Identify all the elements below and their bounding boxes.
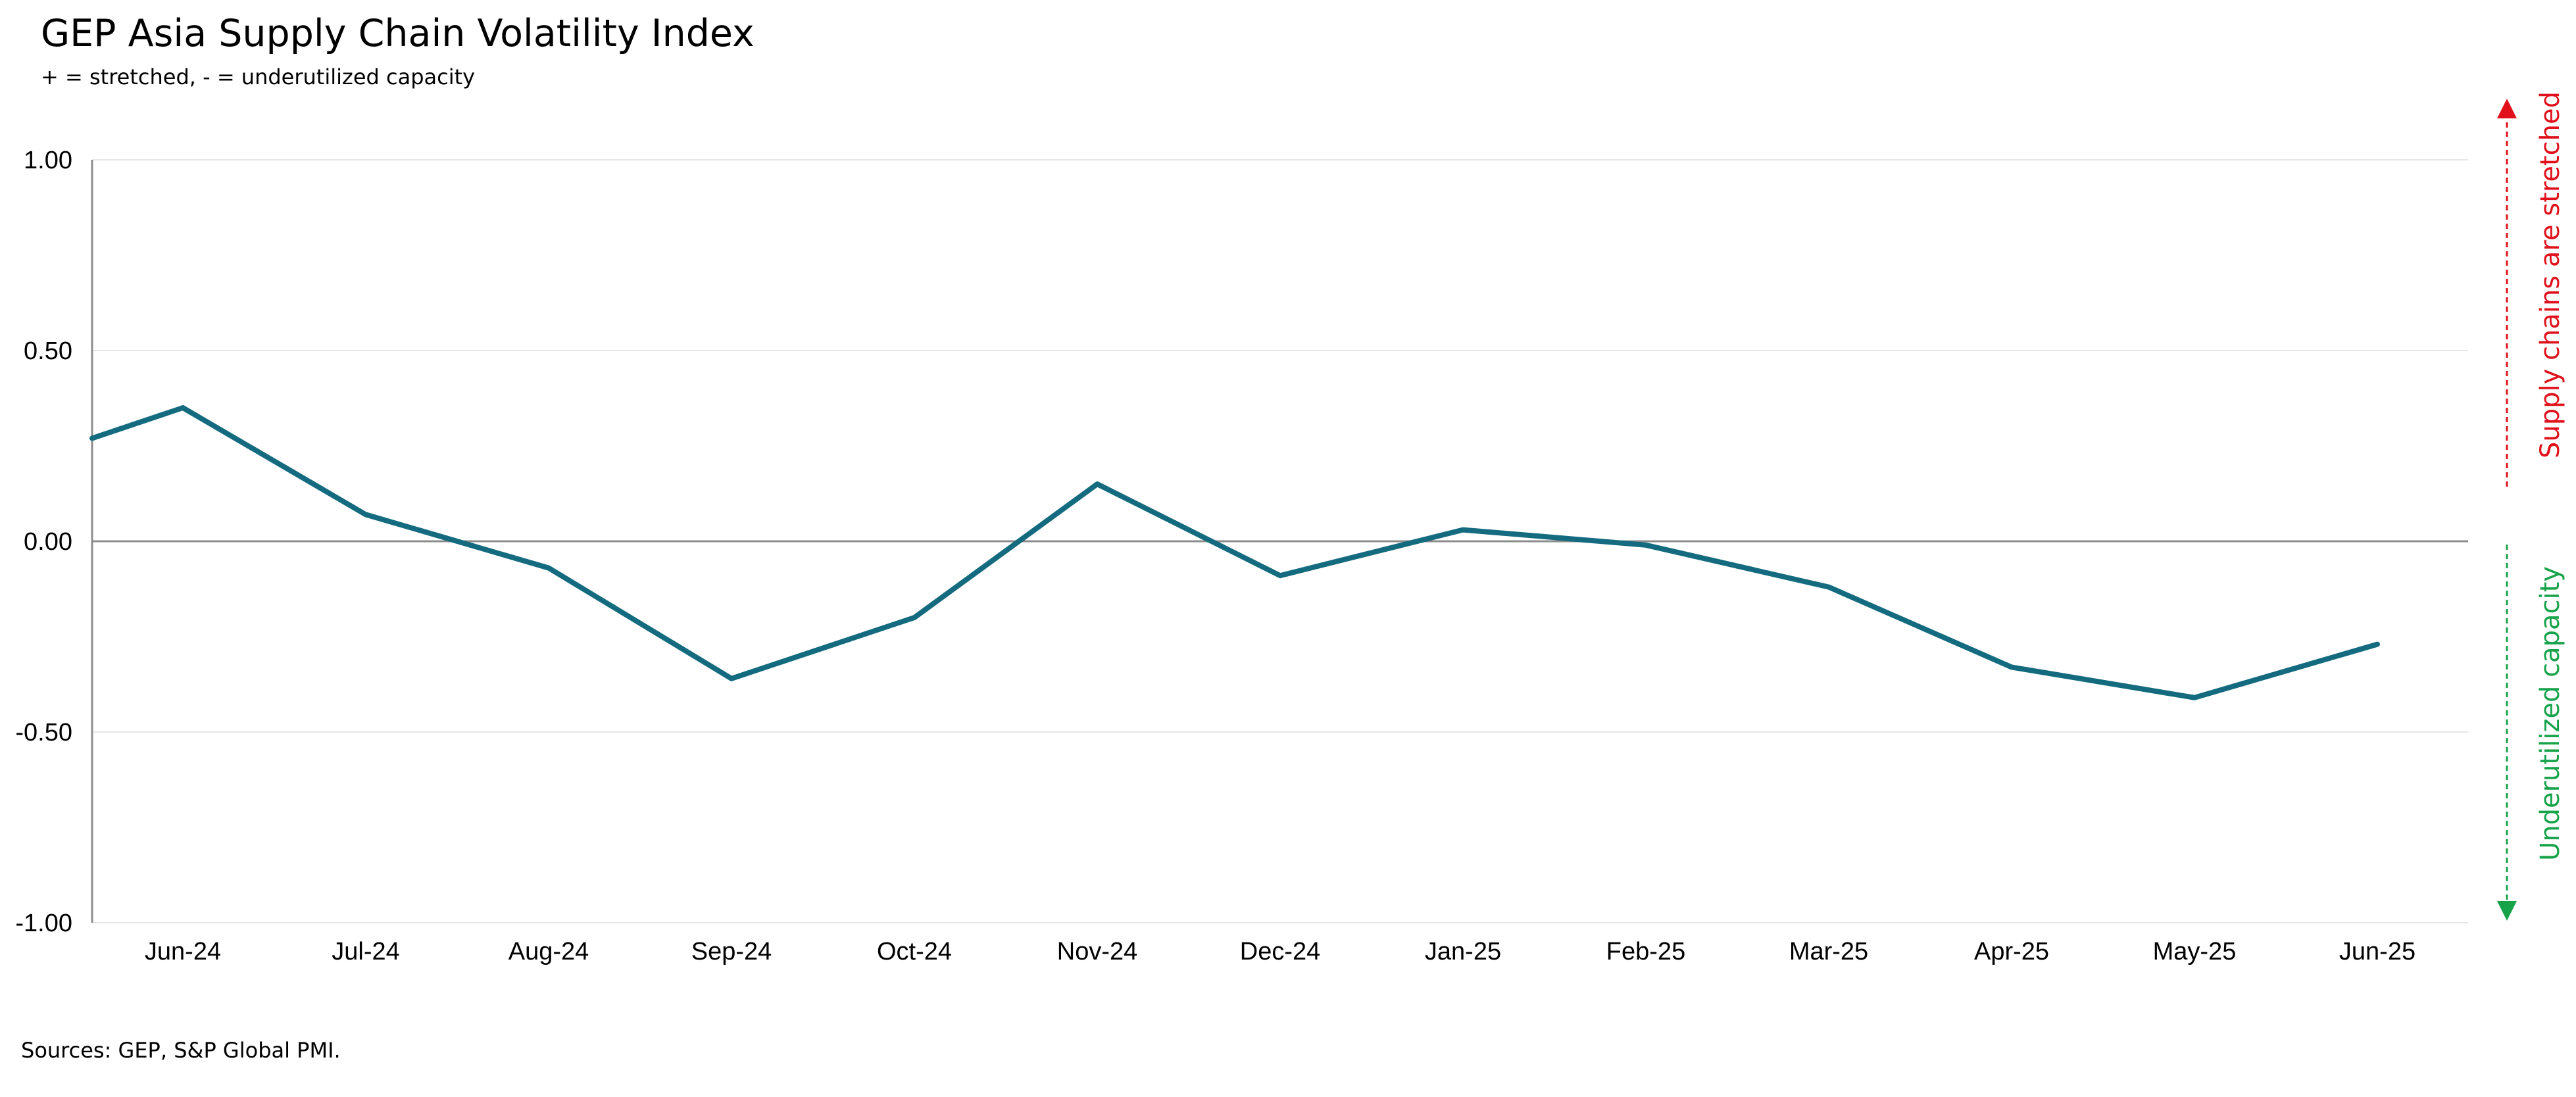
- x-tick-label: Mar-25: [1789, 938, 1868, 965]
- y-axis-ticks: 1.00 0.50 0.00 -0.50 -1.00: [15, 147, 72, 937]
- y-tick-label: 0.50: [24, 337, 72, 365]
- axes: [91, 160, 2468, 923]
- stretched-label: Supply chains are stretched: [2535, 91, 2565, 458]
- y-tick-label: 1.00: [24, 147, 72, 174]
- data-point: [180, 404, 186, 411]
- data-point: [2191, 695, 2198, 701]
- annotations: Supply chains are stretched Underutilized…: [2497, 91, 2565, 921]
- data-point: [362, 511, 369, 518]
- x-tick-label: Jun-25: [2339, 938, 2415, 965]
- data-point: [1643, 542, 1649, 548]
- data-point: [1277, 572, 1283, 579]
- x-tick-label: Jun-24: [145, 938, 221, 965]
- x-tick-label: May-25: [2153, 938, 2237, 965]
- data-point: [911, 614, 918, 621]
- data-point: [1094, 481, 1101, 487]
- x-tick-label: Oct-24: [877, 938, 952, 965]
- chart-title: GEP Asia Supply Chain Volatility Index: [41, 12, 755, 55]
- x-tick-label: Sep-24: [691, 938, 772, 965]
- data-point: [2008, 664, 2015, 670]
- data-point: [728, 675, 735, 682]
- source-note: Sources: GEP, S&P Global PMI.: [21, 1038, 341, 1063]
- data-point: [1825, 584, 1832, 591]
- x-tick-label: Jul-24: [332, 938, 400, 965]
- underutilized-label: Underutilized capacity: [2535, 566, 2565, 861]
- x-tick-label: Feb-25: [1606, 938, 1685, 965]
- data-point: [545, 565, 552, 572]
- y-tick-label: -1.00: [15, 910, 72, 937]
- series-layer: [89, 404, 2381, 701]
- x-tick-label: Apr-25: [1974, 938, 2049, 965]
- x-axis-ticks: Jun-24 Jul-24 Aug-24 Sep-24 Oct-24 Nov-24 Dec-…: [145, 938, 2415, 965]
- y-tick-label: 0.00: [24, 528, 72, 556]
- x-tick-label: Nov-24: [1057, 938, 1138, 965]
- series-line: [89, 405, 2380, 700]
- y-tick-label: -0.50: [15, 719, 72, 746]
- x-tick-label: Jan-25: [1425, 938, 1501, 965]
- grid-lines: [92, 159, 2468, 923]
- data-point: [2374, 641, 2381, 648]
- data-point: [1460, 527, 1466, 533]
- chart-subtitle: + = stretched, - = underutilized capacit…: [41, 64, 476, 89]
- x-tick-label: Dec-24: [1240, 938, 1321, 965]
- x-tick-label: Aug-24: [508, 938, 589, 965]
